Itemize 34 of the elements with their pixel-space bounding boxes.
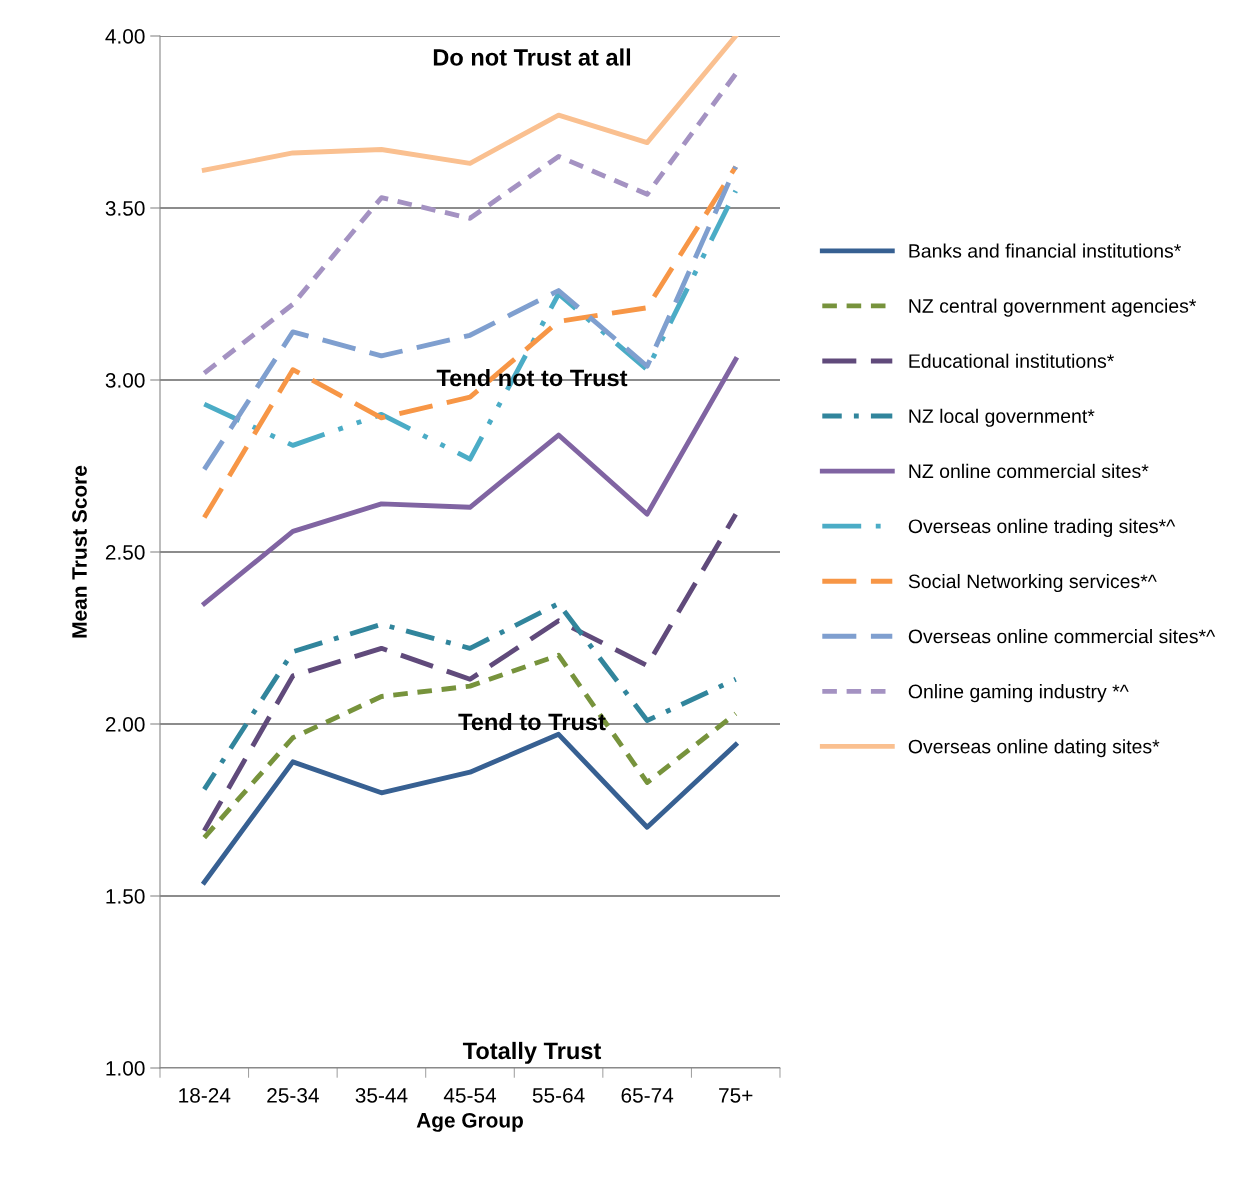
y-tick-label: 1.50 <box>106 889 145 904</box>
legend-label: Overseas online trading sites*^ <box>908 518 1176 537</box>
y-tick-label: 3.00 <box>105 373 145 388</box>
legend-label: Overseas online commercial sites*^ <box>908 629 1216 644</box>
y-tick-label: 4.00 <box>105 29 145 44</box>
annotation: Do not Trust at all <box>433 48 631 66</box>
x-axis-title: Age Group <box>416 1112 523 1132</box>
legend-label: Social Networking services*^ <box>908 573 1157 593</box>
line-series <box>201 356 739 607</box>
x-tick-label: 35-44 <box>355 1087 408 1103</box>
x-tick-label: 45-54 <box>443 1088 497 1103</box>
legend-label: NZ local government* <box>909 408 1095 427</box>
x-tick-label: 75+ <box>719 1088 753 1103</box>
legend-label: NZ central government agencies* <box>909 298 1197 317</box>
y-tick-label: 2.00 <box>105 717 145 732</box>
legend-label: Banks and financial institutions* <box>909 243 1182 258</box>
y-tick-label: 1.00 <box>106 1061 145 1076</box>
line-series <box>201 601 739 792</box>
legend-label: Overseas online dating sites* <box>908 739 1160 758</box>
x-tick-label: 25-34 <box>267 1087 319 1103</box>
legend-label: Educational institutions* <box>909 353 1115 368</box>
x-tick-label: 55-64 <box>532 1087 585 1103</box>
y-tick-label: 3.50 <box>105 201 145 216</box>
x-tick-label: 18-24 <box>179 1087 231 1103</box>
line-series <box>201 652 739 840</box>
annotation: Totally Trust <box>462 1041 602 1064</box>
line-series <box>201 511 739 834</box>
line-series <box>201 36 739 173</box>
legend-label: Online gaming industry *^ <box>908 684 1129 703</box>
x-tick-label: 65-74 <box>621 1087 674 1103</box>
legend-label: NZ online commercial sites* <box>909 463 1149 479</box>
y-axis-title: Mean Trust Score <box>72 465 87 638</box>
line-series <box>201 731 739 885</box>
y-tick-label: 2.50 <box>105 545 145 560</box>
